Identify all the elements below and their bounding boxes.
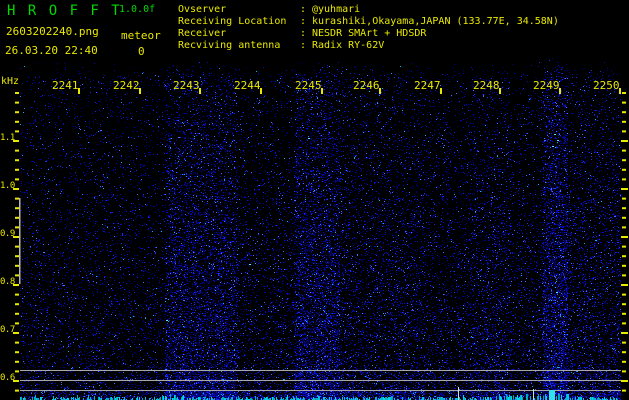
freq-label-0.6: 0.6 (0, 373, 15, 383)
info-separator: : (300, 40, 307, 51)
info-label: Receiver (178, 28, 227, 39)
capture-filename: 2603202240.png (6, 25, 99, 38)
meteor-counter-value: 0 (138, 45, 145, 58)
info-value: Radix RY-62V (312, 40, 385, 51)
info-value: @yuhmari (312, 4, 361, 15)
time-label-2246: 2246 (353, 79, 380, 92)
info-label: Receiving Location (178, 16, 287, 27)
info-row-antenna: Recviving antenna : Radix RY-62V (178, 40, 559, 52)
time-label-2245: 2245 (295, 79, 322, 92)
time-label-2242: 2242 (113, 79, 140, 92)
info-row-receiver: Receiver : NESDR SMArt + HDSDR (178, 28, 559, 40)
capture-datetime: 26.03.20 22:40 (5, 44, 98, 57)
freq-label-0.9: 0.9 (0, 229, 15, 239)
freq-axis-unit: kHz (1, 76, 20, 87)
info-separator: : (300, 28, 307, 39)
station-info: Ovserver : @yuhmari Receiving Location :… (178, 4, 559, 52)
time-label-2243: 2243 (173, 79, 200, 92)
info-value: NESDR SMArt + HDSDR (312, 28, 427, 39)
info-separator: : (300, 16, 307, 27)
time-label-2247: 2247 (414, 79, 441, 92)
info-value: kurashiki,Okayama,JAPAN (133.77E, 34.58N… (312, 16, 559, 27)
time-label-2241: 2241 (52, 79, 79, 92)
time-label-2248: 2248 (473, 79, 500, 92)
freq-label-0.8: 0.8 (0, 277, 15, 287)
meteor-counter-label: meteor (121, 29, 161, 42)
freq-label-1.0: 1.0 (0, 181, 15, 191)
time-label-2249: 2249 (533, 79, 560, 92)
info-separator: : (300, 4, 307, 15)
app-version: 1.0.0f (119, 4, 156, 15)
time-label-2244: 2244 (234, 79, 261, 92)
info-row-observer: Ovserver : @yuhmari (178, 4, 559, 16)
freq-label-1.1: 1.1 (0, 133, 15, 143)
time-label-2250: 2250 (593, 79, 620, 92)
info-label: Ovserver (178, 4, 227, 15)
info-label: Recviving antenna (178, 40, 281, 51)
info-row-location: Receiving Location : kurashiki,Okayama,J… (178, 16, 559, 28)
app-title: H R O F F T (7, 3, 122, 19)
freq-label-0.7: 0.7 (0, 325, 15, 335)
